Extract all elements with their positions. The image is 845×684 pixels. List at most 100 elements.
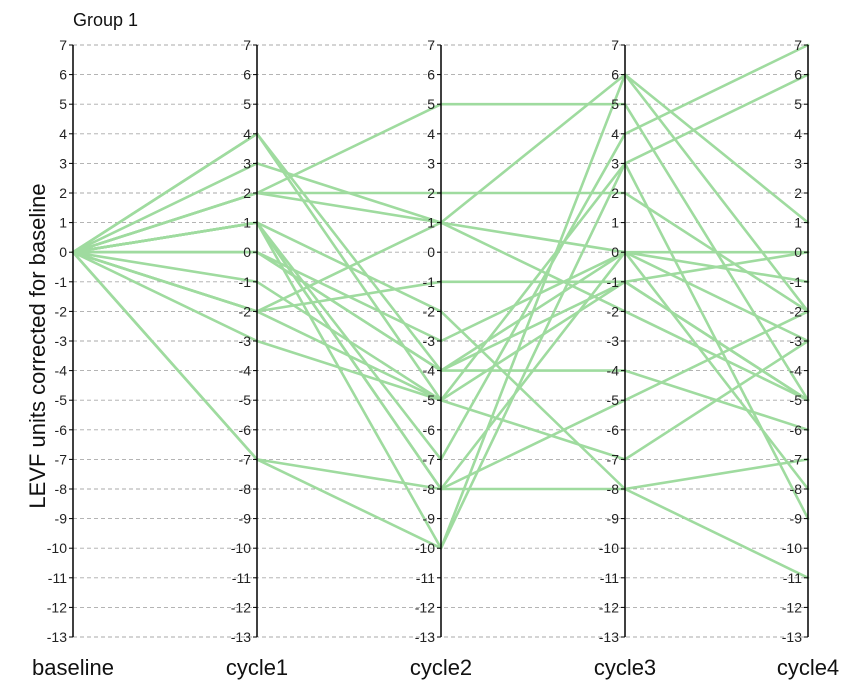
tick-label: 1: [794, 215, 802, 231]
tick-label: -8: [239, 481, 252, 497]
tick-label: -8: [55, 481, 68, 497]
tick-label: -8: [790, 481, 803, 497]
tick-label: 1: [243, 215, 251, 231]
tick-label: -7: [239, 451, 252, 467]
chart-title: Group 1: [73, 10, 138, 30]
tick-label: 6: [59, 67, 67, 83]
tick-label: 6: [427, 67, 435, 83]
category-label: cycle4: [777, 655, 839, 680]
tick-label: -1: [790, 274, 803, 290]
tick-label: 0: [243, 244, 251, 260]
tick-label: -3: [239, 333, 252, 349]
tick-label: 3: [243, 155, 251, 171]
tick-label: 1: [427, 215, 435, 231]
tick-label: -2: [55, 303, 68, 319]
category-label: cycle3: [594, 655, 656, 680]
tick-label: -1: [423, 274, 436, 290]
y-axis-label: LEVF units corrected for baseline: [25, 183, 50, 508]
tick-label: 0: [59, 244, 67, 260]
tick-label: 2: [59, 185, 67, 201]
tick-label: 6: [794, 67, 802, 83]
tick-label: -12: [599, 599, 619, 615]
tick-label: -7: [55, 451, 68, 467]
tick-label: -7: [790, 451, 803, 467]
tick-label: -6: [790, 422, 803, 438]
tick-label: -10: [47, 540, 67, 556]
tick-label: -6: [239, 422, 252, 438]
category-label: cycle2: [410, 655, 472, 680]
tick-label: -9: [239, 511, 252, 527]
tick-label: 5: [794, 96, 802, 112]
tick-label: 5: [611, 96, 619, 112]
tick-label: -5: [790, 392, 803, 408]
tick-label: -10: [599, 540, 619, 556]
tick-label: 5: [427, 96, 435, 112]
axes: 76543210-1-2-3-4-5-6-7-8-9-10-11-12-13ba…: [32, 37, 839, 680]
tick-label: -11: [600, 570, 619, 586]
tick-label: 7: [59, 37, 67, 53]
tick-label: -4: [790, 363, 803, 379]
tick-label: -7: [423, 451, 436, 467]
tick-label: -8: [607, 481, 620, 497]
tick-label: -13: [415, 629, 435, 645]
tick-label: -3: [790, 333, 803, 349]
tick-label: -12: [231, 599, 251, 615]
category-label: cycle1: [226, 655, 288, 680]
tick-label: -13: [599, 629, 619, 645]
tick-label: -11: [232, 570, 251, 586]
tick-label: -4: [423, 363, 436, 379]
tick-label: -9: [607, 511, 620, 527]
tick-label: 3: [611, 155, 619, 171]
tick-label: 2: [794, 185, 802, 201]
tick-label: -10: [782, 540, 802, 556]
tick-label: -11: [48, 570, 67, 586]
tick-label: 7: [794, 37, 802, 53]
tick-label: -5: [55, 392, 68, 408]
tick-label: -3: [423, 333, 436, 349]
tick-label: -13: [47, 629, 67, 645]
tick-label: -2: [607, 303, 620, 319]
tick-label: 6: [611, 67, 619, 83]
tick-label: -6: [55, 422, 68, 438]
tick-label: -9: [790, 511, 803, 527]
tick-label: -5: [423, 392, 436, 408]
tick-label: 7: [611, 37, 619, 53]
tick-label: -12: [782, 599, 802, 615]
tick-label: 3: [427, 155, 435, 171]
tick-label: -5: [607, 392, 620, 408]
tick-label: -11: [416, 570, 435, 586]
tick-label: -4: [55, 363, 68, 379]
tick-label: 4: [427, 126, 435, 142]
tick-label: -2: [423, 303, 436, 319]
tick-label: 7: [243, 37, 251, 53]
tick-label: 1: [611, 215, 619, 231]
tick-label: 4: [611, 126, 619, 142]
tick-label: 5: [243, 96, 251, 112]
tick-label: -5: [239, 392, 252, 408]
tick-label: -2: [239, 303, 252, 319]
tick-label: 1: [59, 215, 67, 231]
tick-label: -1: [607, 274, 620, 290]
tick-label: -10: [415, 540, 435, 556]
tick-label: 6: [243, 67, 251, 83]
tick-label: 2: [243, 185, 251, 201]
tick-label: -13: [782, 629, 802, 645]
tick-label: -7: [607, 451, 620, 467]
tick-label: 4: [243, 126, 251, 142]
tick-label: -1: [55, 274, 68, 290]
tick-label: -2: [790, 303, 803, 319]
tick-label: -4: [239, 363, 252, 379]
tick-label: -1: [239, 274, 252, 290]
tick-label: -9: [55, 511, 68, 527]
tick-label: 4: [794, 126, 802, 142]
tick-label: 3: [794, 155, 802, 171]
tick-label: -8: [423, 481, 436, 497]
tick-label: -11: [783, 570, 802, 586]
tick-label: -6: [607, 422, 620, 438]
category-label: baseline: [32, 655, 114, 680]
tick-label: 4: [59, 126, 67, 142]
tick-label: -3: [55, 333, 68, 349]
tick-label: 0: [611, 244, 619, 260]
tick-label: -12: [415, 599, 435, 615]
